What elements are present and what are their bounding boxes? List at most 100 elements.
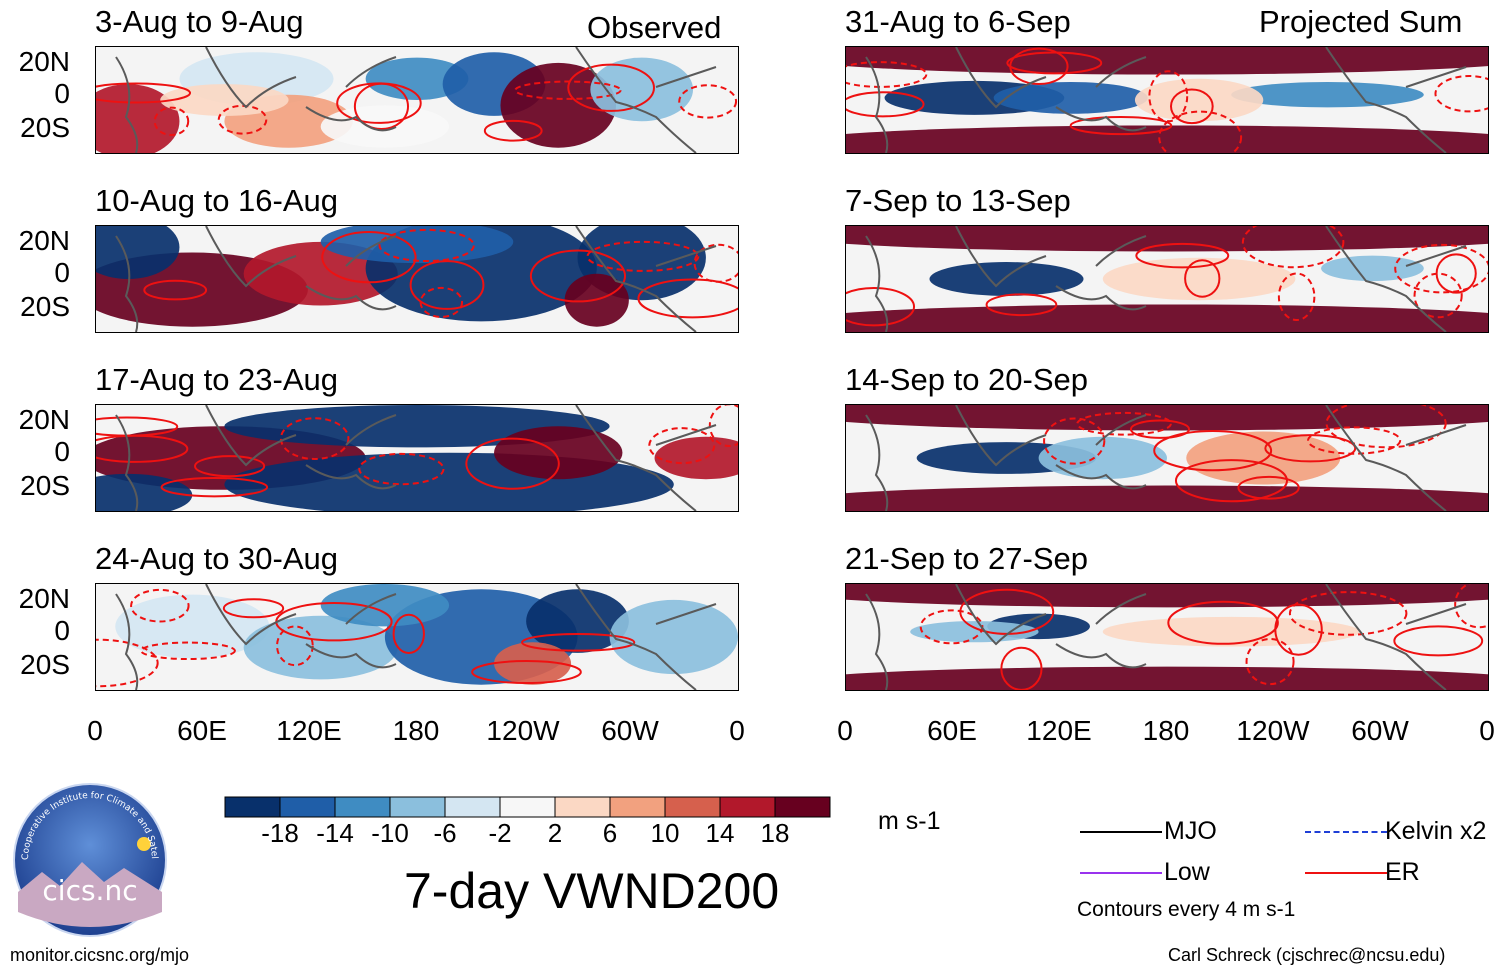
er-contour [1184,259,1221,298]
latitude-tick-label: 20N [18,225,70,256]
er-contour [1169,88,1214,125]
er-contour [1277,272,1316,322]
er-contour [529,249,627,303]
coastline [655,245,717,267]
er-contour [1167,600,1279,645]
colorbar-swatch [554,796,611,818]
latitude-tick-label: 20N [18,46,70,77]
er-contour [465,437,560,490]
colorbar-tick-label: 2 [548,818,562,848]
map-panel-obs-3 [95,404,739,512]
shaded-anomaly [590,57,694,122]
coastline [205,226,297,288]
panel-title-obs-1: 3-Aug to 9-Aug [95,4,304,39]
legend-label-kelvin: Kelvin x2 [1385,817,1487,845]
shaded-anomaly [1134,78,1264,122]
er-contour [1174,459,1288,503]
er-contour [96,638,159,688]
er-contour [567,63,655,112]
er-contour [143,279,208,301]
latitude-tick-label: 20S [20,112,70,143]
colorbar-tick-label: -18 [261,818,299,848]
er-contour [1394,243,1488,294]
er-contour [96,434,189,463]
longitude-tick-label: 60E [927,715,977,746]
coastline [1325,584,1447,690]
coastline [305,106,397,132]
er-contour [846,286,916,327]
logo-text: cics.nc [42,874,137,907]
er-contour [985,293,1058,317]
shaded-anomaly [609,599,738,675]
er-contour [1274,603,1323,656]
er-contour [279,417,350,460]
coastline [1055,464,1147,490]
longitude-tick-label: 60W [1351,715,1409,746]
coastline [865,235,889,332]
coastline [655,603,717,625]
shaded-anomaly [1102,616,1360,647]
coastline [655,66,717,88]
er-contour [1153,429,1273,472]
longitude-tick-label: 0 [729,715,745,746]
shaded-anomaly [1186,431,1341,485]
panel-title-proj-3: 14-Sep to 20-Sep [845,362,1089,397]
coastline [1405,603,1467,625]
er-contour [160,476,269,498]
colorbar-tick-label: -10 [371,818,409,848]
legend-label-er: ER [1385,858,1420,886]
er-contour [1069,116,1173,136]
coastline [115,414,139,511]
coastline [205,405,297,467]
er-contour [1435,253,1477,294]
longitude-tick-label: 0 [837,715,853,746]
colorbar-swatch [719,796,776,818]
coastline [305,464,397,490]
column-label-projected: Projected Sum [1259,4,1463,39]
er-contour [409,260,485,310]
er-contour [96,82,192,104]
panel-title-obs-3: 17-Aug to 23-Aug [95,362,339,397]
shaded-anomaly [846,666,1488,690]
colorbar-swatch [444,796,501,818]
colorbar-tick-label: -6 [433,818,456,848]
legend-line-kelvin [1305,831,1387,833]
map-panel-obs-4 [95,583,739,691]
er-contour [153,106,190,137]
shaded-anomaly [846,304,1488,332]
column-label-observed: Observed [587,10,722,45]
shaded-anomaly [993,81,1148,114]
map-panel-proj-3 [845,404,1489,512]
coastline [1405,66,1467,88]
contour-note: Contours every 4 m s-1 [1077,898,1296,921]
longitude-tick-label: 0 [87,715,103,746]
legend-line-er [1305,872,1387,874]
er-contour [846,61,928,88]
map-panel-obs-1 [95,46,739,154]
coastline [575,226,697,332]
shaded-anomaly [365,57,469,100]
longitude-tick-label: 120E [276,715,342,746]
shaded-anomaly [115,594,270,659]
er-contour [637,278,738,319]
er-contour [1135,242,1230,269]
shaded-anomaly [654,436,738,480]
panel-title-proj-4: 21-Sep to 27-Sep [845,541,1089,576]
er-contour [1245,637,1295,686]
er-contour [130,588,190,623]
longitude-tick-label: 120W [486,715,560,746]
coastline [1405,424,1467,446]
shaded-anomaly [846,226,1488,252]
coastline [575,405,697,511]
er-contour [217,104,268,135]
map-panel-proj-4 [845,583,1489,691]
longitude-tick-label: 60E [177,715,227,746]
er-contour [1043,417,1106,465]
coastline [305,285,397,311]
er-contour [321,231,417,284]
colorbar-swatch [664,796,721,818]
coastline [1325,405,1447,511]
coastline [1325,226,1447,332]
shaded-anomaly [494,426,623,480]
shaded-anomaly [320,105,450,148]
